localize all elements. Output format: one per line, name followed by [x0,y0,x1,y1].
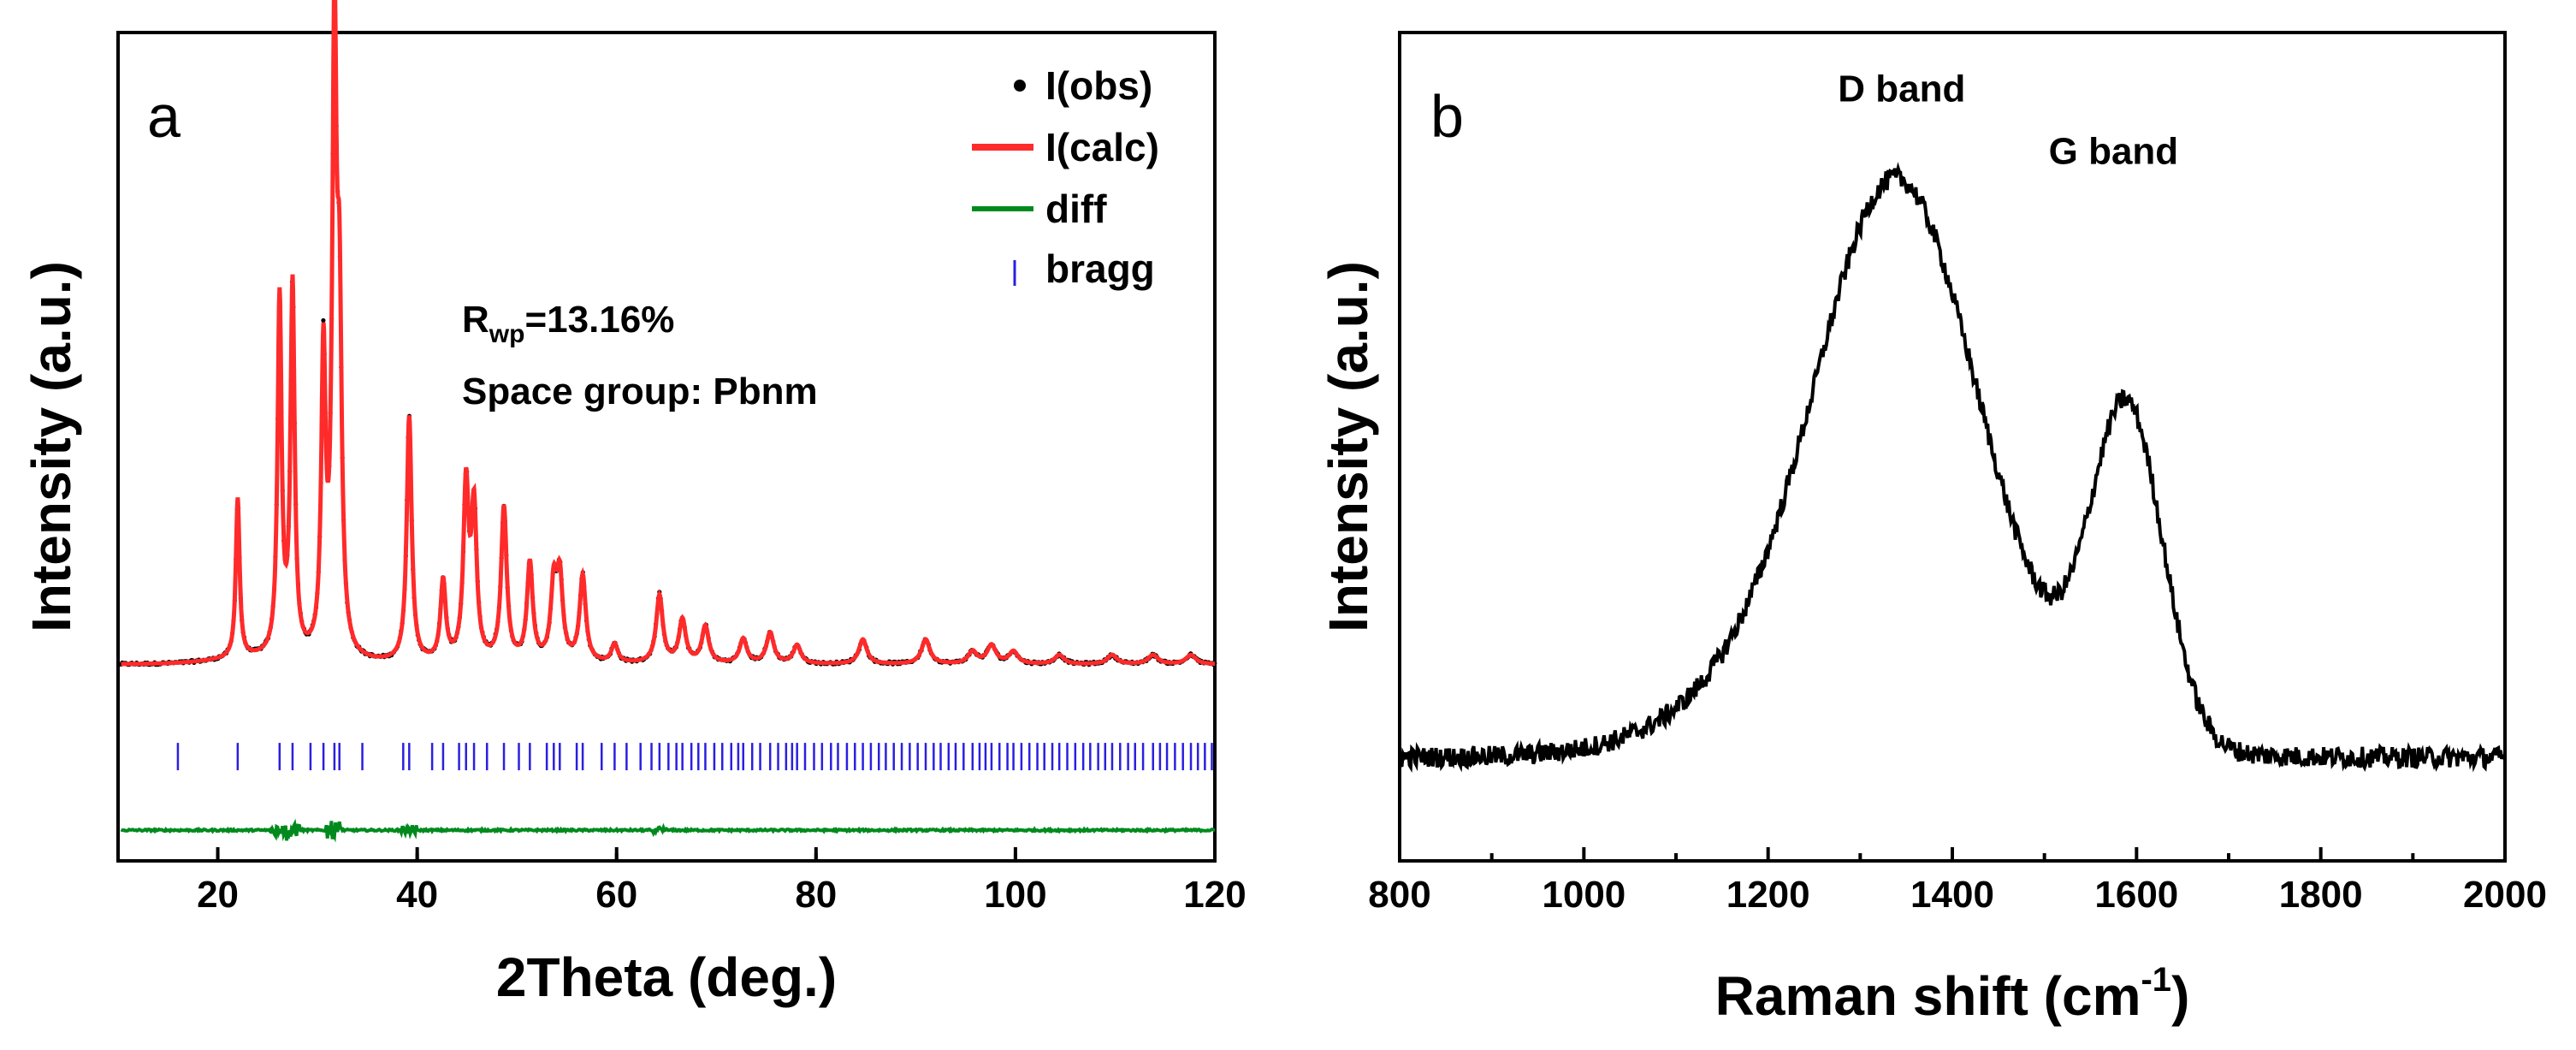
x-tick-label: 120 [1183,874,1246,916]
d-band-label: D band [1838,68,1965,110]
legend-iobs-marker [1014,80,1026,92]
panel-a-ylabel: Intensity (a.u.) [21,261,82,632]
panel-a-series [118,0,1217,843]
x-tick-label: 80 [795,874,837,916]
x-tick-label: 1000 [1542,874,1626,916]
legend-iobs-label: I(obs) [1045,63,1152,108]
g-band-label: G band [2049,130,2179,172]
rwp-value: =13.16% [524,299,674,341]
panel-b-xlabel: Raman shift (cm-1) [1715,961,2190,1027]
x-tick-label: 20 [197,874,239,916]
panel-b-ylabel: Intensity (a.u.) [1318,261,1379,632]
panel-a-xlabel: 2Theta (deg.) [496,946,837,1008]
x-tick-label: 1200 [1726,874,1810,916]
legend-bragg-label: bragg [1045,246,1155,291]
panel-b-xlabel-sup: -1 [2141,961,2171,999]
x-tick-label: 60 [595,874,637,916]
panel-b-frame [1398,31,2507,863]
panel-b-letter: b [1430,83,1464,150]
panel-a: 20 40 60 80 100 120 a I(obs) I(calc) diff bra… [21,0,1247,1008]
rwp-prefix: R [462,299,489,341]
panel-b-series [1398,162,2505,774]
x-tick-label: 1800 [2279,874,2363,916]
panel-b-xlabel-close: ) [2171,965,2189,1027]
x-tick-label: 100 [984,874,1046,916]
icalc-line [121,0,1215,667]
x-tick-label: 2000 [2463,874,2547,916]
rwp-annotation: Rwp=13.16% [462,299,674,348]
iobs-point [321,317,326,323]
space-group-annotation: Space group: Pbnm [462,371,818,412]
raman-spectrum [1398,162,2505,774]
panel-a-frame [116,31,1217,863]
panel-b: 800 1000 1200 1400 1600 1800 2000 b D band G b… [1318,31,2547,1027]
panel-b-xlabel-main: Raman shift (cm [1715,965,2141,1027]
panel-a-legend: I(obs) I(calc) diff bragg [972,63,1159,291]
x-tick-label: 1600 [2094,874,2178,916]
panel-a-x-ticks: 20 40 60 80 100 120 [197,847,1247,916]
legend-diff-label: diff [1045,187,1107,231]
panel-b-x-ticks: 800 1000 1200 1400 1600 1800 2000 [1368,847,2547,916]
x-tick-label: 800 [1368,874,1430,916]
bragg-ticks [176,743,1213,771]
x-tick-label: 40 [396,874,438,916]
panel-a-letter: a [147,83,181,150]
x-tick-label: 1400 [1910,874,1994,916]
legend-icalc-label: I(calc) [1045,125,1159,169]
diff-line [120,818,1216,843]
rwp-subscript: wp [489,320,525,348]
